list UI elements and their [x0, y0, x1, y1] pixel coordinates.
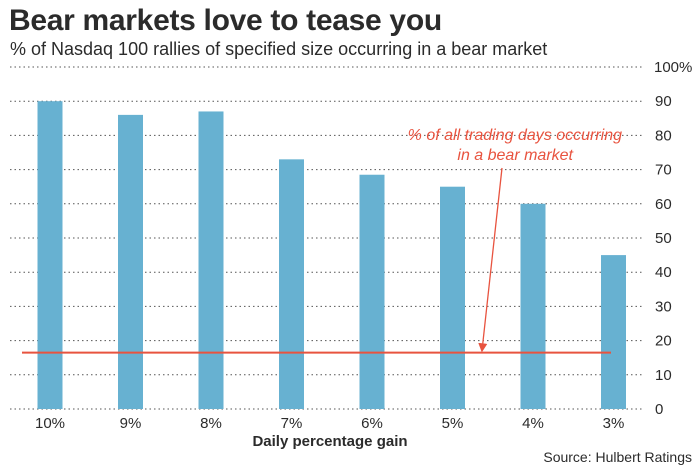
x-axis-ticks: 10% 9% 8% 7% 6% 5% 4% 3% [35, 415, 624, 432]
chart-title: Bear markets love to tease you [9, 4, 442, 37]
bar [37, 101, 63, 409]
y-tick-label: 50 [655, 230, 672, 247]
bar [359, 174, 385, 409]
annotation-arrow [478, 167, 503, 353]
y-tick-label: 10 [655, 367, 672, 384]
x-tick-label: 8% [200, 415, 222, 432]
y-axis-ticks: 0 10 20 30 40 50 60 70 80 90 100% [654, 59, 692, 418]
x-tick-label: 6% [361, 415, 383, 432]
bars [37, 101, 626, 410]
bar [520, 203, 546, 409]
y-tick-label: 40 [655, 264, 672, 281]
bar [198, 111, 224, 410]
y-tick-label: 70 [655, 162, 672, 179]
x-tick-label: 9% [120, 415, 142, 432]
y-tick-label: 20 [655, 333, 672, 350]
annotation-line-1: % of all trading days occurring [408, 127, 622, 144]
x-tick-label: 7% [281, 415, 303, 432]
y-tick-label: 100% [654, 59, 692, 76]
x-tick-label: 4% [522, 415, 544, 432]
y-tick-label: 80 [655, 127, 672, 144]
bar [279, 159, 304, 409]
annotation-line-2: in a bear market [457, 147, 573, 164]
x-tick-label: 10% [35, 415, 65, 432]
y-tick-label: 30 [655, 298, 672, 315]
x-axis-label: Daily percentage gain [252, 433, 407, 450]
bar [601, 255, 626, 409]
gridlines [10, 66, 642, 410]
y-tick-label: 0 [655, 401, 663, 418]
y-tick-label: 90 [655, 93, 672, 110]
x-tick-label: 3% [603, 415, 625, 432]
source-note: Source: Hulbert Ratings [543, 449, 692, 465]
chart-subtitle: % of Nasdaq 100 rallies of specified siz… [10, 39, 548, 59]
bar [118, 114, 143, 409]
bar [440, 186, 465, 409]
y-tick-label: 60 [655, 196, 672, 213]
x-tick-label: 5% [442, 415, 464, 432]
